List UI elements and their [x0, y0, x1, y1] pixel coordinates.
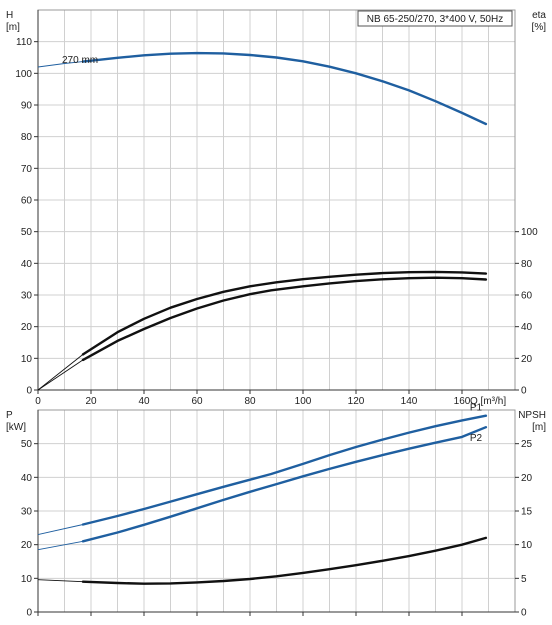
chart-title: NB 65-250/270, 3*400 V, 50Hz	[367, 14, 503, 25]
right-axis-title: eta	[532, 10, 546, 21]
left-axis-tick-label: 60	[21, 196, 33, 207]
series-line	[81, 426, 488, 543]
left-axis-tick-label: 100	[15, 69, 32, 80]
left-axis-tick-label: 40	[21, 259, 33, 270]
left-axis-tick-label: 10	[21, 574, 33, 585]
series-line-extension	[37, 524, 84, 536]
left-axis-unit: [kW]	[6, 422, 26, 433]
left-axis-tick-label: 30	[21, 291, 33, 302]
x-axis-tick-label: 0	[35, 396, 41, 407]
x-axis-tick-label: 60	[191, 396, 203, 407]
right-axis-title: NPSH	[518, 410, 546, 421]
right-axis-tick-label: 40	[521, 322, 533, 333]
x-axis-tick-label: 140	[401, 396, 418, 407]
x-axis-title: Q [m³/h]	[470, 396, 506, 407]
x-axis-tick-label: 80	[244, 396, 256, 407]
left-axis-title: P	[6, 410, 13, 421]
left-axis-tick-label: 10	[21, 354, 33, 365]
x-axis-tick-label: 20	[85, 396, 97, 407]
head-efficiency-panel: 0 10 20 30 40 50 60 70 80 90 100 110 0 20 40 60 80 100 0 20…	[6, 9, 547, 407]
left-axis-tick-label: 0	[26, 386, 32, 397]
right-axis-tick-label: 25	[521, 439, 533, 450]
left-axis-tick-label: 50	[21, 439, 33, 450]
series-label: P1	[470, 403, 483, 414]
x-axis-tick-label: 160	[454, 396, 471, 407]
right-axis-unit: [m]	[532, 422, 546, 433]
right-axis-tick-label: 20	[521, 354, 533, 365]
series-label: P2	[470, 433, 483, 444]
series-line-extension	[37, 540, 84, 551]
left-axis-tick-label: 80	[21, 132, 33, 143]
left-axis-title: H	[6, 10, 13, 21]
series-line	[81, 276, 488, 362]
x-axis-tick-label: 120	[348, 396, 365, 407]
right-axis-tick-label: 20	[521, 473, 533, 484]
x-axis-tick-label: 40	[138, 396, 150, 407]
left-axis-unit: [m]	[6, 22, 20, 33]
series-line-extension	[37, 354, 84, 391]
right-axis-tick-label: 10	[521, 540, 533, 551]
left-axis-tick-label: 50	[21, 227, 33, 238]
right-axis-tick-label: 15	[521, 507, 533, 518]
right-axis-tick-label: 0	[521, 386, 527, 397]
series-line	[81, 270, 488, 356]
series-line	[81, 51, 488, 126]
series-line	[81, 414, 488, 526]
left-axis-tick-label: 40	[21, 473, 33, 484]
right-axis-tick-label: 0	[521, 608, 527, 619]
right-axis-tick-label: 60	[521, 291, 533, 302]
series-line-extension	[37, 579, 84, 583]
left-axis-tick-label: 0	[26, 608, 32, 619]
left-axis-tick-label: 70	[21, 164, 33, 175]
left-axis-tick-label: 20	[21, 540, 33, 551]
series-label: 270 mm	[62, 55, 98, 66]
left-axis-tick-label: 90	[21, 101, 33, 112]
left-axis-tick-label: 30	[21, 507, 33, 518]
left-axis-tick-label: 20	[21, 322, 33, 333]
right-axis-unit: [%]	[532, 22, 547, 33]
x-axis-tick-label: 100	[295, 396, 312, 407]
right-axis-tick-label: 5	[521, 574, 527, 585]
series-line-extension	[37, 359, 84, 391]
title-box	[357, 10, 513, 27]
series-line	[81, 536, 488, 585]
right-axis-tick-label: 80	[521, 259, 533, 270]
series-line-extension	[37, 61, 84, 68]
right-axis-tick-label: 100	[521, 227, 538, 238]
power-npsh-panel: 0 10 20 30 40 50 0 5 10 15 20 25 P[kW] NPSH[m] P1 P2	[6, 403, 546, 619]
left-axis-tick-label: 110	[16, 37, 32, 48]
